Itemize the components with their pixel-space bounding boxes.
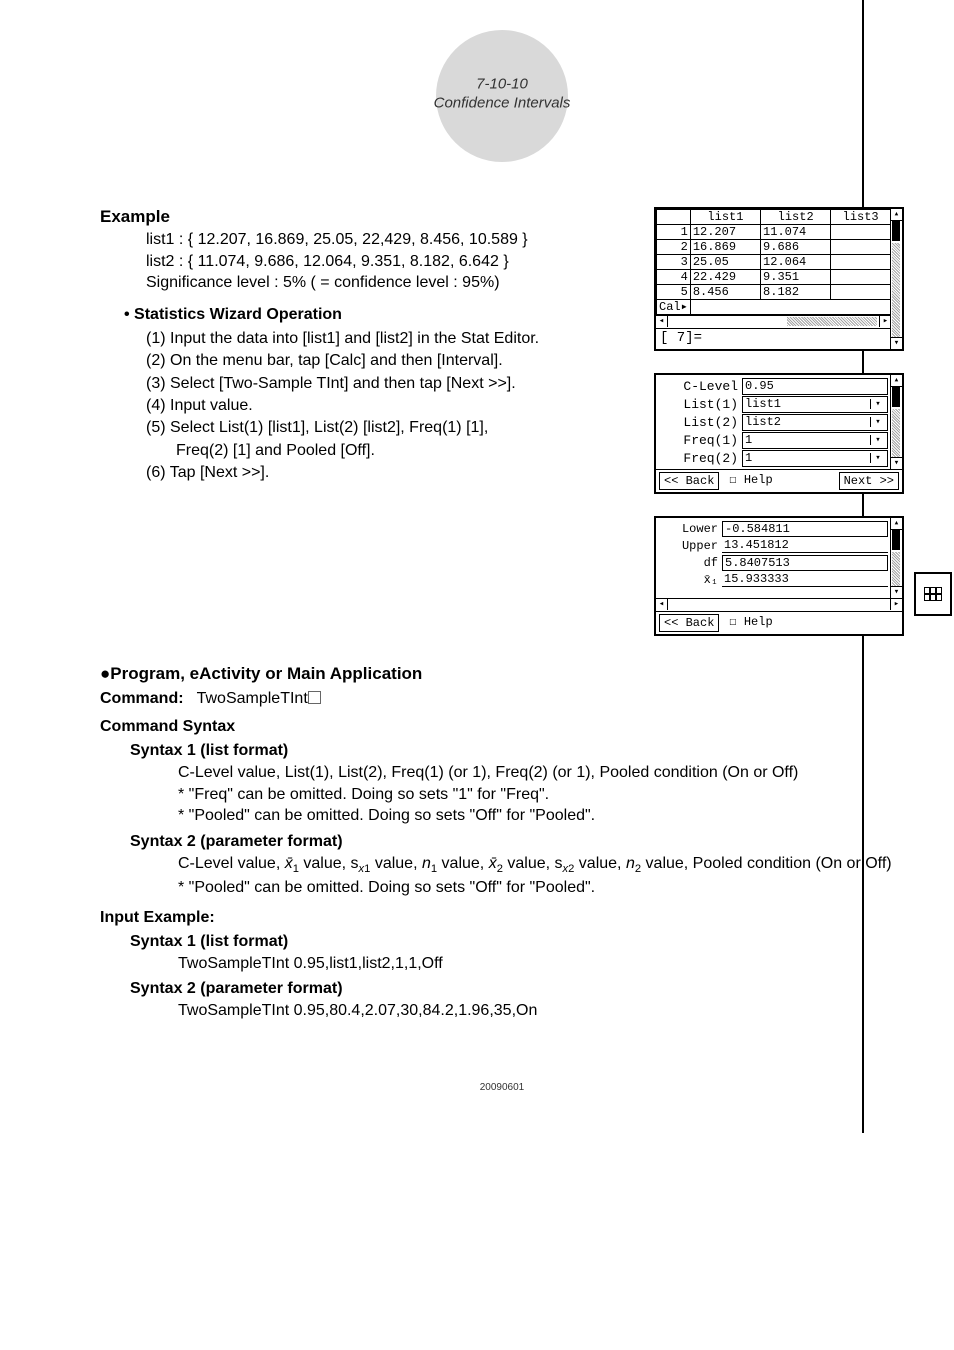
res-label-df: df (660, 556, 722, 570)
command-syntax-heading: Command Syntax (100, 718, 904, 736)
dropdown-icon[interactable]: ▾ (870, 453, 885, 463)
wizard-step-5: (5) Select List(1) [list1], List(2) [lis… (146, 417, 630, 439)
header-circle: 7-10-10 Confidence Intervals (436, 30, 568, 162)
dlg-field-freq1[interactable]: 1▾ (742, 432, 888, 449)
res-label-lower: Lower (660, 522, 722, 536)
wizard-step-6: (6) Tap [Next >>]. (146, 462, 630, 484)
col-list2: list2 (761, 210, 831, 225)
res-val-upper: 13.451812 (722, 538, 888, 553)
dlg-field-clevel[interactable]: 0.95 (742, 378, 888, 395)
command-box-icon (308, 691, 321, 704)
cal-cell: Cal▸ (657, 300, 691, 315)
dropdown-icon[interactable]: ▾ (870, 435, 885, 445)
dlg-field-list1[interactable]: list1▾ (742, 396, 888, 413)
wizard-step-2: (2) On the menu bar, tap [Calc] and then… (146, 350, 630, 372)
syntax1-heading: Syntax 1 (list format) (130, 742, 904, 760)
scroll-up-icon: ▴ (891, 518, 902, 530)
header-title: Confidence Intervals (434, 94, 571, 111)
page-header: 7-10-10 Confidence Intervals (100, 30, 904, 167)
res-label-upper: Upper (660, 539, 722, 553)
wizard-dialog: C-Level0.95 List(1)list1▾ List(2)list2▾ … (654, 373, 904, 494)
next-button[interactable]: Next >> (839, 472, 899, 490)
header-page-num: 7-10-10 (476, 75, 528, 92)
stat-editor-tab-icon[interactable] (914, 572, 952, 616)
scroll-down-icon: ▾ (891, 337, 902, 349)
syntax1-line3: * "Pooled" can be omitted. Doing so sets… (178, 805, 904, 827)
res-val-lower: -0.584811 (722, 521, 888, 537)
command-name: TwoSampleTInt (197, 690, 308, 707)
dlg-field-freq2[interactable]: 1▾ (742, 450, 888, 467)
syntax1-line1: C-Level value, List(1), List(2), Freq(1)… (178, 762, 904, 784)
syntax2-line2: * "Pooled" can be omitted. Doing so sets… (178, 877, 904, 899)
back-button[interactable]: << Back (659, 472, 719, 490)
res-label-x1: x̄₁ (660, 573, 722, 587)
syntax1-line2: * "Freq" can be omitted. Doing so sets "… (178, 784, 904, 806)
hscroll: ◂ ▸ (656, 598, 902, 611)
input-example1-heading: Syntax 1 (list format) (130, 933, 904, 951)
help-button[interactable]: ☐ Help (725, 472, 776, 488)
example-list2: list2 : { 11.074, 9.686, 12.064, 9.351, … (146, 251, 630, 273)
res-val-x1: 15.933333 (722, 572, 888, 587)
input-example-heading: Input Example: (100, 909, 904, 927)
wizard-step-5b: Freq(2) [1] and Pooled [Off]. (176, 440, 630, 462)
back-button[interactable]: << Back (659, 614, 719, 632)
dropdown-icon[interactable]: ▾ (870, 399, 885, 409)
res-val-df: 5.8407513 (722, 555, 888, 571)
stat-editor-screenshot: list1 list2 list3 112.20711.074 216.8699… (654, 207, 904, 351)
dlg-label-list1: List(1) (660, 397, 742, 412)
dropdown-icon[interactable]: ▾ (870, 417, 885, 427)
input-example2-heading: Syntax 2 (parameter format) (130, 980, 904, 998)
example-list1: list1 : { 12.207, 16.869, 25.05, 22,429,… (146, 229, 630, 251)
dlg-label-freq2: Freq(2) (660, 451, 742, 466)
input-example1: TwoSampleTInt 0.95,list1,list2,1,1,Off (178, 953, 904, 975)
results-box: Lower-0.584811 Upper13.451812 df5.840751… (654, 516, 904, 636)
stat-editor-table: list1 list2 list3 112.20711.074 216.8699… (656, 209, 891, 315)
scroll-up-icon: ▴ (891, 375, 902, 387)
dlg-label-list2: List(2) (660, 415, 742, 430)
col-list3: list3 (831, 210, 891, 225)
help-button[interactable]: ☐ Help (725, 614, 776, 630)
scroll-down-icon: ▾ (891, 457, 902, 469)
wizard-heading: • Statistics Wizard Operation (124, 306, 630, 324)
vscroll: ▴ ▾ (890, 518, 902, 598)
scroll-left-icon: ◂ (656, 599, 668, 610)
hscroll: ◂ ▸ (656, 315, 891, 328)
wizard-step-1: (1) Input the data into [list1] and [lis… (146, 328, 630, 350)
input-example2: TwoSampleTInt 0.95,80.4,2.07,30,84.2,1.9… (178, 1000, 904, 1022)
scroll-down-icon: ▾ (891, 586, 902, 598)
dlg-field-list2[interactable]: list2▾ (742, 414, 888, 431)
scroll-right-icon: ▸ (890, 599, 902, 610)
vscroll: ▴ ▾ (890, 209, 902, 349)
wizard-step-3: (3) Select [Two-Sample TInt] and then ta… (146, 373, 630, 395)
col-list1: list1 (690, 210, 760, 225)
program-section-heading: ●●Program, eActivity or Main Application… (100, 664, 904, 684)
scroll-up-icon: ▴ (891, 209, 902, 221)
wizard-step-4: (4) Input value. (146, 395, 630, 417)
command-label: Command: (100, 690, 184, 707)
footer-number: 20090601 (100, 1082, 904, 1093)
syntax2-line1: C-Level value, x̄1 value, sx1 value, n1 … (178, 853, 904, 877)
dlg-label-freq1: Freq(1) (660, 433, 742, 448)
dlg-label-clevel: C-Level (660, 379, 742, 394)
scroll-left-icon: ◂ (656, 316, 668, 327)
example-sig: Significance level : 5% ( = confidence l… (146, 272, 630, 294)
stat-editor-input: [ 7]= (656, 328, 891, 349)
example-heading: Example (100, 207, 630, 227)
syntax2-heading: Syntax 2 (parameter format) (130, 833, 904, 851)
vscroll: ▴ ▾ (890, 375, 902, 469)
